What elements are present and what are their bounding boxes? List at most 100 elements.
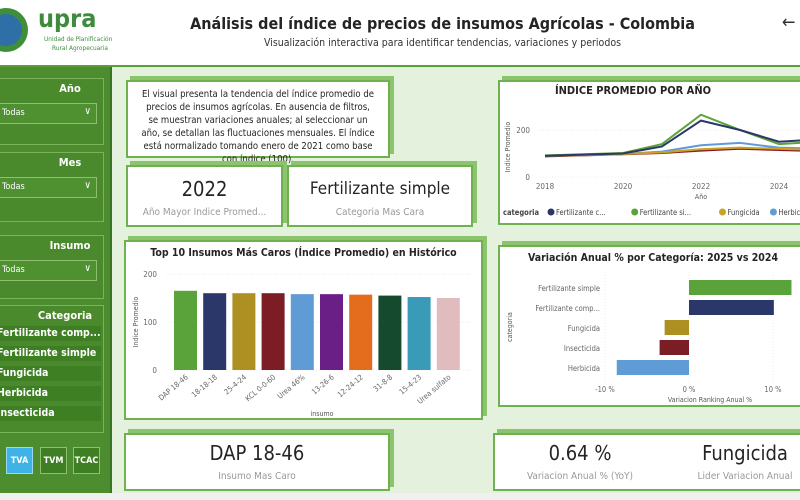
page-title: Análisis del índice de precios de insumo… (190, 14, 695, 33)
x-tick-label: DAP 18-46 (157, 373, 190, 403)
bar (349, 294, 373, 370)
x-tick-label: 12-24-12 (336, 373, 365, 400)
kpi-label: Insumo Mas Caro (218, 471, 296, 482)
tva-button[interactable]: TVA (6, 447, 33, 474)
x-tick-label: Urea 46% (276, 372, 307, 400)
kpi-value: 2022 (181, 177, 228, 201)
bar-chart-title: Top 10 Insumos Más Caros (Índice Promedi… (150, 247, 457, 259)
tvm-button[interactable]: TVM (40, 447, 67, 474)
legend-marker (769, 208, 777, 216)
logo-sub2: Rural Agropecuaria (52, 44, 108, 52)
category-item[interactable]: Herbicida (0, 386, 101, 401)
kpi-top-year: 2022 Año Mayor Indice Promed... (126, 165, 283, 227)
kpi-leader-label: Lider Variacion Anual (697, 471, 793, 482)
kpi-variation-card: 0.64 % Variacion Anual % (YoY) Fungicida… (493, 433, 800, 491)
y-tick-label: Insecticida (564, 344, 600, 353)
legend-title: categoria (503, 208, 539, 217)
x-axis-label: insumo (310, 410, 333, 418)
page-subtitle: Visualización interactiva para identific… (263, 37, 622, 49)
header (0, 0, 800, 65)
input-dropdown[interactable]: Todas ∨ (0, 260, 97, 281)
legend-marker (631, 208, 639, 216)
x-tick-label: 2022 (692, 182, 710, 191)
tcac-button[interactable]: TCAC (73, 447, 100, 474)
kpi-label: Año Mayor Indice Promed... (142, 207, 267, 218)
arrow-left-icon[interactable]: ← (782, 12, 796, 33)
input-filter-label: Insumo (49, 239, 91, 252)
legend-label: Fungicida (728, 208, 760, 217)
bar (616, 360, 689, 375)
line-series (544, 119, 800, 157)
bar-chart-card: Top 10 Insumos Más Caros (Índice Promedi… (124, 240, 483, 420)
y-tick-label: 100 (143, 318, 157, 327)
y-axis-label: Indice Promedio (132, 297, 140, 348)
x-tick-label: KCL 0-0-60 (244, 373, 278, 403)
legend-marker (719, 208, 726, 216)
legend-marker (547, 208, 555, 216)
category-filter: Categoria Fertilizante comp... Fertiliza… (0, 305, 104, 433)
y-tick-label: Fungicida (568, 324, 600, 333)
bar (436, 298, 460, 370)
y-tick-label: 200 (516, 126, 530, 135)
x-tick-label: 0 % (683, 385, 696, 394)
kpi-value: DAP 18-46 (209, 441, 305, 465)
x-tick-label: 10 % (764, 385, 782, 394)
line-chart-card: ÍNDICE PROMEDIO POR AÑO 0 200 2018 2020 2022… (498, 80, 800, 225)
kpi-leader-value: Fungicida (702, 441, 788, 465)
legend-label: Fertilizante si... (640, 208, 691, 217)
bar (664, 320, 689, 335)
kpi-label: Categoria Mas Cara (335, 207, 425, 218)
bar (290, 294, 314, 370)
bar (659, 340, 689, 355)
upra-logo: upra Unidad de Planificación Rural Agrop… (0, 0, 113, 60)
logo-text: upra (38, 4, 96, 33)
category-item[interactable]: Fertilizante simple (0, 346, 101, 361)
bar (378, 295, 402, 370)
x-tick-label: 2024 (770, 182, 789, 191)
category-item[interactable]: Fertilizante comp... (0, 326, 101, 341)
variation-chart-card: Variación Anual % por Categoría: 2025 vs… (498, 245, 800, 407)
x-tick-label: 25-4-24 (222, 373, 248, 397)
chevron-down-icon: ∨ (84, 180, 91, 191)
category-item[interactable]: Fungicida (0, 366, 101, 381)
year-dropdown[interactable]: Todas ∨ (0, 103, 97, 124)
variation-chart: -10 % 0 % 10 % Fertilizante simple Fertiliza… (506, 272, 792, 404)
description-card: El visual presenta la tendencia del índi… (126, 80, 390, 165)
y-tick-label: Herbicida (568, 364, 600, 373)
bar (689, 300, 774, 315)
category-item[interactable]: Insecticida (0, 406, 101, 421)
year-filter-label: Año (59, 82, 81, 95)
input-filter: Insumo Todas ∨ (0, 235, 104, 299)
line-chart: 0 200 2018 2020 2022 2024 Año Indice Promedio ca… (503, 113, 800, 217)
bar (689, 280, 792, 295)
y-tick-label: Fertilizante simple (538, 284, 600, 293)
x-tick-label: 31-8-8 (372, 373, 395, 394)
legend-label: Herbicida (778, 208, 800, 217)
bar (407, 297, 431, 370)
footer-bar (0, 493, 800, 500)
input-dropdown-value: Todas (2, 265, 25, 275)
x-tick-label: 15-4-23 (397, 373, 423, 397)
y-axis-label: Indice Promedio (504, 122, 512, 173)
y-tick-label: 200 (143, 270, 157, 279)
kpi-top-category: Fertilizante simple Categoria Mas Cara (287, 165, 473, 227)
kpi-yoy-label: Variacion Anual % (YoY) (526, 471, 634, 482)
month-dropdown[interactable]: Todas ∨ (0, 177, 97, 198)
month-dropdown-value: Todas (2, 182, 25, 192)
x-tick-label: 18-18-18 (190, 373, 219, 400)
x-tick-label: -10 % (595, 385, 615, 394)
description-text: El visual presenta la tendencia del índi… (141, 89, 375, 165)
bar (174, 290, 197, 370)
legend-label: Fertilizante c... (556, 208, 606, 217)
x-tick-label: 13-26-6 (310, 373, 336, 397)
x-axis-label: Año (695, 193, 707, 201)
category-filter-label: Categoria (37, 309, 93, 322)
logo-sub1: Unidad de Planificación (44, 35, 112, 43)
kpi-yoy-value: 0.64 % (548, 441, 612, 465)
chevron-down-icon: ∨ (84, 263, 91, 274)
line-chart-title: ÍNDICE PROMEDIO POR AÑO (554, 84, 712, 97)
bar (261, 293, 285, 370)
variation-chart-title: Variación Anual % por Categoría: 2025 vs… (527, 252, 779, 264)
y-tick-label: Fertilizante comp... (535, 304, 600, 313)
logo-leaf-icon: upra Unidad de Planificación Rural Agrop… (0, 4, 113, 52)
